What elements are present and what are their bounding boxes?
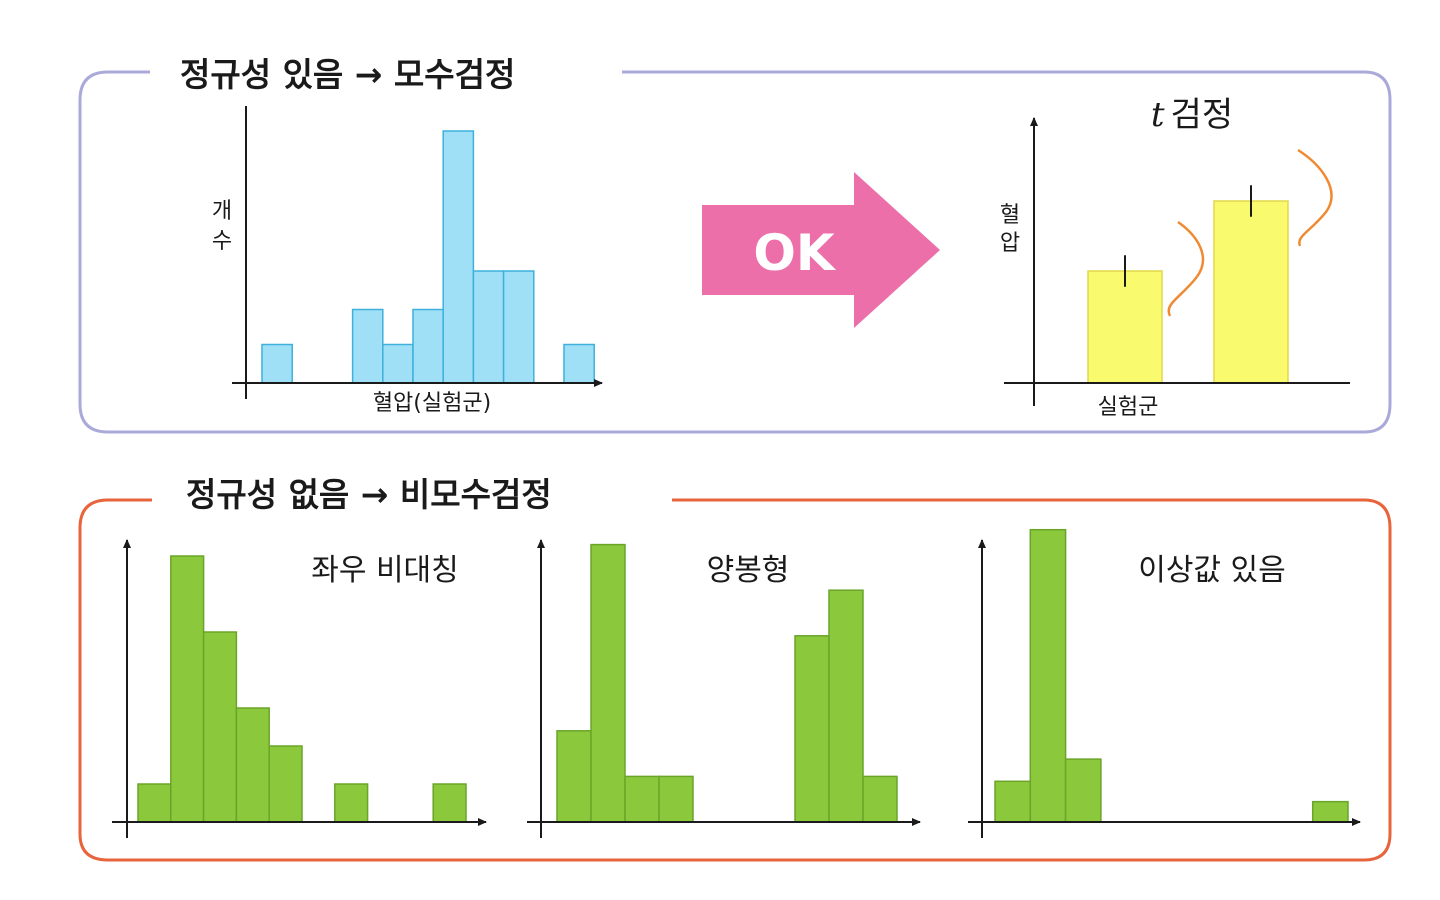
- panel2-label: 양봉형: [707, 553, 790, 588]
- ttest-ylabel-1: 혈: [1000, 203, 1020, 228]
- normal-histogram-bar-11: [563, 343, 595, 384]
- skewed-histogram-bar-7: [334, 783, 369, 823]
- bimodal-histogram-bar-1: [556, 730, 592, 823]
- bottom-frame: [78, 498, 1392, 862]
- normal-curve-2: [1297, 148, 1333, 247]
- normal-histogram-ylabel-2: 수: [212, 229, 232, 254]
- skewed-histogram-bar-5: [268, 745, 303, 823]
- top-frame: [78, 70, 1392, 434]
- bimodal-histogram-bar-10: [862, 775, 898, 823]
- normal-histogram-bar-1: [261, 343, 293, 384]
- outlier-histogram-bar-3: [1064, 758, 1102, 823]
- ttest-title-text: 검정: [1171, 95, 1234, 135]
- normal-histogram-bar-4: [351, 308, 384, 384]
- bottom-section-title: 정규성 없음 → 비모수검정: [186, 475, 552, 514]
- bottom-section: 정규성 없음 → 비모수검정 좌우 비대칭 양봉형 이상값 있음: [78, 475, 1392, 862]
- ttest-title-t: t: [1151, 95, 1165, 135]
- bimodal-histogram-bar-9: [828, 589, 864, 823]
- skewed-histogram: [137, 555, 467, 823]
- bimodal-histogram-bar-2: [590, 543, 626, 823]
- outlier-histogram: [994, 528, 1349, 823]
- top-section-title: 정규성 있음 → 모수검정: [180, 55, 515, 94]
- ok-arrow: [702, 172, 940, 328]
- outlier-histogram-bar-2: [1029, 528, 1067, 823]
- ttest-ylabel-2: 압: [1000, 231, 1020, 256]
- outlier-histogram-bar-10: [1311, 800, 1349, 823]
- skewed-histogram-bar-3: [202, 631, 238, 823]
- ttest-bar-2: [1213, 200, 1289, 384]
- top-section: 정규성 있음 → 모수검정 개 수 혈압(실험군) OK t 검정 혈 압 실험군: [78, 55, 1392, 434]
- normal-histogram-ylabel-1: 개: [212, 199, 232, 224]
- ttest-bars: [1087, 185, 1289, 384]
- panel1-label: 좌우 비대칭: [311, 553, 459, 588]
- skewed-histogram-bar-1: [137, 783, 172, 823]
- normal-histogram-bar-5: [382, 343, 414, 384]
- normal-histogram-bar-8: [472, 270, 505, 384]
- normal-histogram-xlabel: 혈압(실험군): [373, 391, 491, 416]
- outlier-histogram-bar-1: [994, 780, 1032, 823]
- normal-curve-1: [1167, 220, 1205, 317]
- ok-arrow-label: OK: [753, 224, 837, 282]
- bimodal-histogram-bar-4: [658, 775, 694, 823]
- panel3-label: 이상값 있음: [1138, 553, 1286, 588]
- normal-histogram-bar-7: [442, 130, 475, 384]
- bimodal-histogram-bar-8: [794, 635, 830, 823]
- bimodal-histogram: [556, 543, 898, 823]
- ttest-xlabel: 실험군: [1098, 395, 1159, 420]
- normal-histogram-bar-9: [502, 270, 535, 384]
- skewed-histogram-bar-2: [170, 555, 205, 823]
- bimodal-histogram-bar-3: [624, 775, 660, 823]
- skewed-histogram-bar-4: [235, 707, 270, 823]
- skewed-histogram-bar-10: [432, 783, 467, 823]
- normal-histogram: [261, 130, 595, 384]
- ttest-bar-1: [1087, 270, 1163, 384]
- ttest-title: t 검정: [1151, 95, 1233, 135]
- normal-histogram-bar-6: [412, 308, 444, 384]
